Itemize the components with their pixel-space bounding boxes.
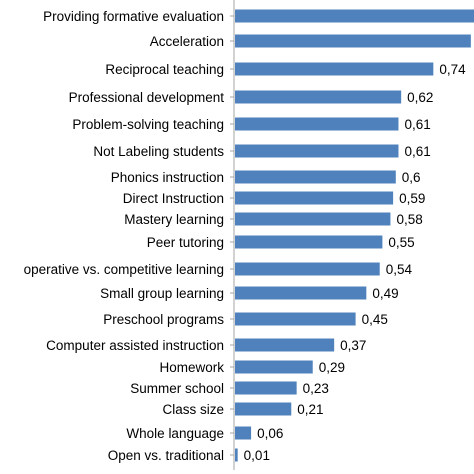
value-label-16: 0,21 [297,402,323,417]
category-label-15: Summer school [130,381,224,396]
bar-7 [235,191,394,205]
bar-15 [235,381,297,395]
bars-group [230,9,474,462]
category-label-8: Mastery learning [124,212,224,227]
value-label-13: 0,37 [340,338,366,353]
bar-4 [235,117,399,131]
category-label-4: Problem-solving teaching [72,117,224,132]
category-labels-group: Providing formative evaluation Accelerati… [24,9,225,463]
value-label-4: 0,61 [404,117,430,132]
category-label-18: Open vs. traditional [108,448,224,463]
bar-11 [235,286,367,300]
bar-2 [235,62,434,76]
value-label-15: 0,23 [303,381,329,396]
category-label-1: Acceleration [150,34,224,49]
bar-12 [235,312,356,326]
bar-9 [235,235,383,249]
category-label-3: Professional development [69,90,225,105]
value-label-8: 0,58 [396,212,422,227]
bar-18 [235,448,238,462]
bar-5 [235,144,399,158]
value-labels-group: 00,740,620,610,610,60,590,580,550,540,49… [244,62,466,463]
value-label-11: 0,49 [372,286,398,301]
bar-6 [235,170,396,184]
bar-1 [235,34,471,48]
bar-10 [235,262,380,276]
value-label-17: 0,06 [257,426,283,441]
value-label-10: 0,54 [386,262,413,277]
bar-13 [235,338,335,352]
bar-8 [235,212,391,226]
category-label-14: Homework [159,360,224,375]
value-label-2: 0,74 [439,62,466,77]
bar-14 [235,360,313,374]
bar-0 [235,9,474,23]
value-label-14: 0,29 [319,360,345,375]
category-label-0: Providing formative evaluation [43,9,224,24]
value-label-18: 0,01 [244,448,270,463]
category-label-2: Reciprocal teaching [105,62,224,77]
value-label-6: 0,6 [402,170,421,185]
category-label-12: Preschool programs [103,312,224,327]
category-label-6: Phonics instruction [111,170,224,185]
bar-3 [235,90,402,104]
value-label-5: 0,61 [404,144,430,159]
bar-17 [235,426,252,440]
category-label-13: Computer assisted instruction [46,338,224,353]
category-label-10: operative vs. competitive learning [24,262,224,277]
category-label-9: Peer tutoring [147,235,224,250]
category-label-11: Small group learning [100,286,224,301]
category-label-17: Whole language [126,426,224,441]
value-label-12: 0,45 [362,312,388,327]
value-label-7: 0,59 [399,191,425,206]
category-label-16: Class size [162,402,224,417]
category-label-7: Direct Instruction [123,191,224,206]
value-label-3: 0,62 [407,90,433,105]
category-label-5: Not Labeling students [93,144,224,159]
bar-16 [235,402,292,416]
value-label-9: 0,55 [388,235,414,250]
